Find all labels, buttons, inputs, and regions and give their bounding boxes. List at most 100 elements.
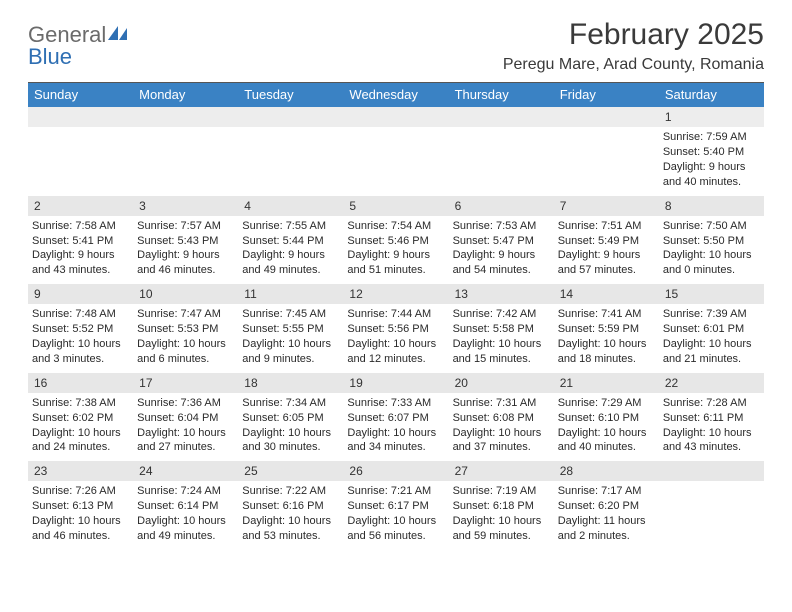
calendar-cell: 26Sunrise: 7:21 AMSunset: 6:17 PMDayligh…: [343, 461, 448, 550]
day-number: 21: [560, 376, 573, 390]
daylight-line: Daylight: 10 hours and 18 minutes.: [558, 337, 655, 367]
daylight-line: Daylight: 9 hours and 54 minutes.: [453, 248, 550, 278]
day-number-bar: [554, 107, 659, 127]
day-number-bar: 13: [449, 284, 554, 304]
calendar-cell: 17Sunrise: 7:36 AMSunset: 6:04 PMDayligh…: [133, 373, 238, 462]
calendar-cell-empty: [343, 107, 448, 196]
sunset-line: Sunset: 6:16 PM: [242, 499, 339, 514]
sunset-line: Sunset: 5:47 PM: [453, 234, 550, 249]
day-number: 15: [665, 287, 678, 301]
sunset-line: Sunset: 5:49 PM: [558, 234, 655, 249]
calendar-cell: 21Sunrise: 7:29 AMSunset: 6:10 PMDayligh…: [554, 373, 659, 462]
calendar-cell: 1Sunrise: 7:59 AMSunset: 5:40 PMDaylight…: [659, 107, 764, 196]
location: Peregu Mare, Arad County, Romania: [503, 56, 764, 74]
calendar-cell: 27Sunrise: 7:19 AMSunset: 6:18 PMDayligh…: [449, 461, 554, 550]
sunset-line: Sunset: 5:53 PM: [137, 322, 234, 337]
sunrise-line: Sunrise: 7:36 AM: [137, 396, 234, 411]
day-name-friday: Friday: [554, 83, 659, 107]
daylight-line: Daylight: 9 hours and 43 minutes.: [32, 248, 129, 278]
sunrise-line: Sunrise: 7:55 AM: [242, 219, 339, 234]
calendar-cell: 23Sunrise: 7:26 AMSunset: 6:13 PMDayligh…: [28, 461, 133, 550]
day-number-bar: 25: [238, 461, 343, 481]
logo-word-blue: Blue: [28, 44, 72, 69]
sunset-line: Sunset: 5:56 PM: [347, 322, 444, 337]
sunrise-line: Sunrise: 7:33 AM: [347, 396, 444, 411]
day-number-bar: 7: [554, 196, 659, 216]
sunset-line: Sunset: 6:20 PM: [558, 499, 655, 514]
day-number: 20: [455, 376, 468, 390]
sunrise-line: Sunrise: 7:39 AM: [663, 307, 760, 322]
day-number-bar: 27: [449, 461, 554, 481]
sunrise-line: Sunrise: 7:59 AM: [663, 130, 760, 145]
day-number-bar: [659, 461, 764, 481]
day-number: 28: [560, 464, 573, 478]
daylight-line: Daylight: 10 hours and 43 minutes.: [663, 426, 760, 456]
calendar-cell: 13Sunrise: 7:42 AMSunset: 5:58 PMDayligh…: [449, 284, 554, 373]
daylight-line: Daylight: 10 hours and 46 minutes.: [32, 514, 129, 544]
calendar-cell: 2Sunrise: 7:58 AMSunset: 5:41 PMDaylight…: [28, 196, 133, 285]
sunrise-line: Sunrise: 7:22 AM: [242, 484, 339, 499]
daylight-line: Daylight: 10 hours and 15 minutes.: [453, 337, 550, 367]
day-number-bar: 5: [343, 196, 448, 216]
calendar-cell: 19 Sunrise: 7:33 AMSunset: 6:07 PMDayligh…: [343, 373, 448, 462]
calendar-cell: 4Sunrise: 7:55 AMSunset: 5:44 PMDaylight…: [238, 196, 343, 285]
sunset-line: Sunset: 5:46 PM: [347, 234, 444, 249]
daylight-line: Daylight: 9 hours and 57 minutes.: [558, 248, 655, 278]
daylight-line: Daylight: 10 hours and 40 minutes.: [558, 426, 655, 456]
day-number: 5: [349, 199, 356, 213]
calendar-cell-empty: [238, 107, 343, 196]
logo-sail-icon: [108, 24, 128, 46]
sunset-line: Sunset: 5:55 PM: [242, 322, 339, 337]
day-number-bar: 2: [28, 196, 133, 216]
day-number: 11: [244, 287, 256, 301]
day-number-bar: 16: [28, 373, 133, 393]
day-number-bar: 24: [133, 461, 238, 481]
day-number: 16: [34, 376, 47, 390]
daylight-line: Daylight: 10 hours and 27 minutes.: [137, 426, 234, 456]
daylight-line: Daylight: 10 hours and 30 minutes.: [242, 426, 339, 456]
sunset-line: Sunset: 6:07 PM: [347, 411, 444, 426]
calendar-cell: 25Sunrise: 7:22 AMSunset: 6:16 PMDayligh…: [238, 461, 343, 550]
sunrise-line: Sunrise: 7:31 AM: [453, 396, 550, 411]
sunrise-line: Sunrise: 7:41 AM: [558, 307, 655, 322]
day-number-bar: 10: [133, 284, 238, 304]
daylight-line: Daylight: 9 hours and 49 minutes.: [242, 248, 339, 278]
sunrise-line: Sunrise: 7:45 AM: [242, 307, 339, 322]
day-name-tuesday: Tuesday: [238, 83, 343, 107]
calendar-cell: 14Sunrise: 7:41 AMSunset: 5:59 PMDayligh…: [554, 284, 659, 373]
day-number-bar: 19: [343, 373, 448, 393]
daylight-line: Daylight: 10 hours and 34 minutes.: [347, 426, 444, 456]
header: General Blue February 2025 Peregu Mare, …: [28, 18, 764, 74]
calendar-header-row: Sunday Monday Tuesday Wednesday Thursday…: [28, 83, 764, 107]
day-number-bar: 1: [659, 107, 764, 127]
day-number-bar: 23: [28, 461, 133, 481]
day-number: 4: [244, 199, 251, 213]
day-name-monday: Monday: [133, 83, 238, 107]
day-number: 23: [34, 464, 47, 478]
day-number: 18: [244, 376, 257, 390]
sunset-line: Sunset: 6:05 PM: [242, 411, 339, 426]
day-number: 24: [139, 464, 152, 478]
calendar-cell: 7Sunrise: 7:51 AMSunset: 5:49 PMDaylight…: [554, 196, 659, 285]
sunrise-line: Sunrise: 7:26 AM: [32, 484, 129, 499]
day-number: 6: [455, 199, 462, 213]
logo-text: General Blue: [28, 24, 128, 68]
day-number-bar: [343, 107, 448, 127]
calendar-cell: 6Sunrise: 7:53 AMSunset: 5:47 PMDaylight…: [449, 196, 554, 285]
daylight-line: Daylight: 10 hours and 9 minutes.: [242, 337, 339, 367]
sunrise-line: Sunrise: 7:28 AM: [663, 396, 760, 411]
day-number-bar: [28, 107, 133, 127]
daylight-line: Daylight: 10 hours and 0 minutes.: [663, 248, 760, 278]
calendar-cell-empty: [554, 107, 659, 196]
day-number-bar: 12: [343, 284, 448, 304]
day-number: 3: [139, 199, 146, 213]
calendar-cell-empty: [449, 107, 554, 196]
daylight-line: Daylight: 10 hours and 56 minutes.: [347, 514, 444, 544]
calendar-cell: 16Sunrise: 7:38 AMSunset: 6:02 PMDayligh…: [28, 373, 133, 462]
day-number-bar: [449, 107, 554, 127]
daylight-line: Daylight: 9 hours and 46 minutes.: [137, 248, 234, 278]
day-number-bar: 20: [449, 373, 554, 393]
sunrise-line: Sunrise: 7:24 AM: [137, 484, 234, 499]
day-name-thursday: Thursday: [449, 83, 554, 107]
day-number: 1: [665, 110, 672, 124]
